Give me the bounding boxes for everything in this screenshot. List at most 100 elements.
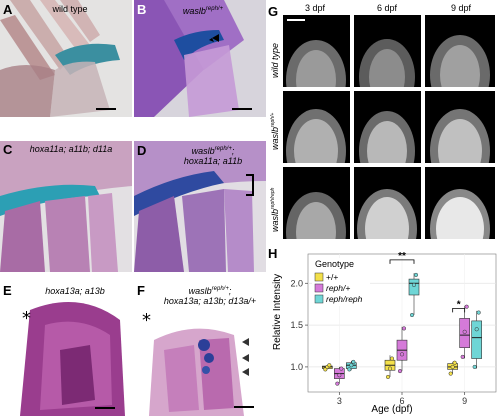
panel-f: F waslbreph/+; hoxa13a; a13b; d13a/+ * (134, 280, 266, 416)
micrograph-wt-6dpf (354, 15, 421, 87)
data-point (327, 363, 332, 368)
panel-g-row-reph-hom: waslbreph/reph (270, 188, 280, 232)
legend-entry: reph/reph (326, 294, 363, 304)
legend-entry: +/+ (326, 272, 338, 282)
data-point (339, 366, 344, 371)
panel-f-asterisk: * (142, 310, 151, 331)
data-point (397, 369, 403, 374)
panel-f-arrowhead-2-icon (242, 354, 249, 362)
data-point (472, 364, 477, 369)
y-tick-label: 2.0 (290, 278, 303, 288)
data-point (452, 360, 457, 365)
significance-bracket (452, 307, 466, 313)
data-point (462, 329, 467, 334)
panel-g-row-2-gene: waslb (270, 126, 280, 150)
micrograph-het-3dpf (283, 91, 350, 163)
panel-b-gene: waslb (182, 6, 206, 16)
panel-h-label: H (268, 246, 278, 261)
panel-d-genotype: waslbreph/+; hoxa11a; a11b (168, 144, 258, 166)
panel-d-label: D (137, 143, 147, 158)
significance-label: * (457, 299, 461, 310)
panel-f-genotype-line2: hoxa13a; a13b; d13a/+ (163, 296, 257, 306)
significance-label: ** (398, 251, 406, 262)
data-point (337, 373, 342, 378)
panel-c-image (0, 141, 132, 272)
panel-b: B waslbreph/+ (134, 0, 266, 117)
box-plot: Relative Intensity Age (dpf) 1.0 1.5 2.0 3 6… (272, 251, 497, 415)
data-point (335, 381, 340, 386)
data-point (464, 304, 469, 309)
panel-g-row-reph-het: waslbreph/+ (270, 113, 280, 150)
y-tick-label: 1.5 (290, 320, 303, 330)
panel-e: E hoxa13a; a13b * (0, 280, 132, 416)
panel-f-label: F (137, 283, 145, 298)
panel-e-genotype: hoxa13a; a13b (45, 286, 105, 296)
panel-e-image (0, 280, 132, 416)
data-point (389, 356, 395, 361)
data-point (409, 313, 415, 318)
x-axis-label: Age (dpf) (371, 404, 412, 415)
legend-title: Genotype (315, 259, 354, 269)
legend-swatch (314, 294, 324, 304)
legend-swatch (314, 283, 324, 293)
data-point (401, 326, 407, 331)
micrograph-wt-3dpf (283, 15, 350, 87)
panel-g-label: G (268, 4, 279, 19)
panel-d-allele: reph/+ (214, 146, 232, 152)
data-point (399, 352, 405, 357)
panel-c-label: C (3, 142, 13, 157)
panel-a-label: A (3, 2, 13, 17)
panel-b-allele: reph/+ (205, 6, 224, 12)
x-tick-label: 3 (337, 396, 342, 406)
legend-entry: reph/+ (326, 283, 350, 293)
y-tick-label: 1.0 (290, 362, 303, 372)
data-point (349, 363, 354, 368)
panel-d-bracket-icon (246, 174, 254, 196)
micrograph-hom-6dpf (354, 167, 421, 239)
data-point (474, 327, 479, 332)
panel-b-label: B (137, 2, 147, 17)
data-point (448, 371, 453, 376)
panel-f-arrowhead-1-icon (242, 338, 249, 346)
box-reph_reph (408, 278, 420, 296)
panel-a-genotype: wild type (52, 4, 88, 14)
panel-e-asterisk: * (22, 308, 31, 329)
y-axis-label: Relative Intensity (272, 274, 283, 350)
data-point (476, 310, 481, 315)
x-tick-label: 6 (399, 396, 404, 406)
panel-f-gene: waslb (188, 286, 212, 296)
panel-f-arrowhead-3-icon (242, 368, 249, 376)
box-reph_reph (471, 320, 482, 359)
panel-g-row-2-allele: reph/+ (270, 112, 276, 127)
data-point (347, 367, 352, 372)
panel-f-genotype: waslbreph/+; hoxa13a; a13b; d13a/+ (154, 284, 266, 306)
panel-c: C hoxa11a; a11b; d11a (0, 141, 132, 272)
panel-g-col-9dpf: 9 dpf (450, 3, 472, 13)
legend-swatch (314, 272, 324, 282)
micrograph-wt-9dpf (425, 15, 495, 87)
panel-a: A wild type (0, 0, 132, 117)
panel-f-image (134, 280, 266, 416)
significance-bracket (389, 259, 415, 264)
data-point (411, 282, 417, 287)
micrograph-hom-3dpf (283, 167, 350, 239)
data-point (351, 359, 356, 364)
panel-g-col-6dpf: 6 dpf (376, 3, 398, 13)
panel-d-image (134, 141, 266, 272)
panel-e-label: E (3, 283, 12, 298)
panel-g-col-3dpf: 3 dpf (304, 3, 326, 13)
panel-g-row-wildtype: wild type (270, 42, 280, 78)
panel-d: D waslbreph/+; hoxa11a; a11b (134, 141, 266, 272)
panel-d-genotype-line2: hoxa11a; a11b (183, 156, 243, 166)
panel-f-allele: reph/+ (211, 286, 229, 292)
panel-g-row-3-gene: waslb (270, 208, 280, 232)
data-point (387, 366, 393, 371)
micrograph-het-6dpf (354, 91, 421, 163)
panel-a-image (0, 0, 132, 117)
panel-b-arrowhead-icon (212, 34, 219, 42)
panel-d-gene: waslb (191, 146, 215, 156)
data-point (385, 374, 391, 379)
panel-b-genotype: waslbreph/+ (168, 4, 238, 16)
x-tick-label: 9 (462, 396, 467, 406)
panel-b-image (134, 0, 266, 117)
